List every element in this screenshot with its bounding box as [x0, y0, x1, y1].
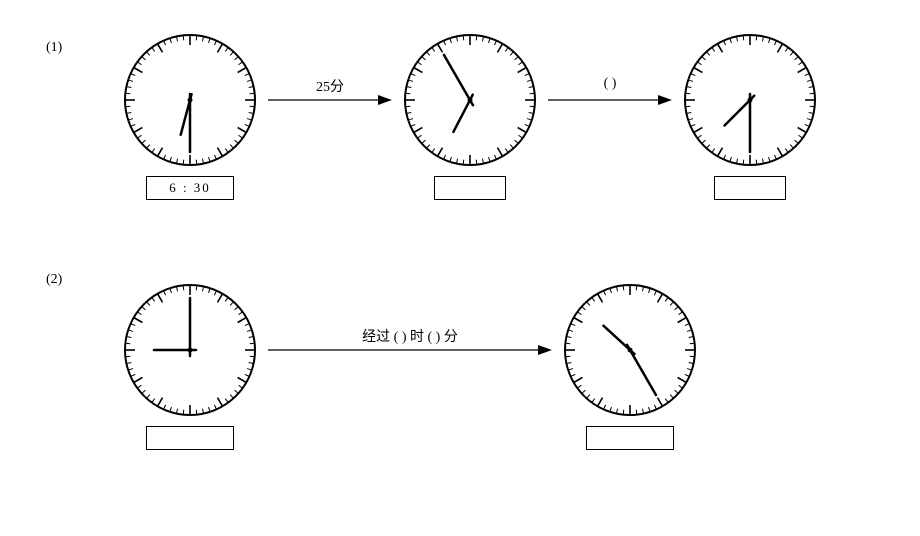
clock-1c-svg [680, 30, 820, 170]
clock-1a-box[interactable]: 6 : 30 [146, 176, 234, 200]
row-1-label: (1) [46, 40, 62, 56]
clock-2a-box[interactable] [146, 426, 234, 450]
row-2-label: (2) [46, 272, 62, 288]
clock-1b [400, 30, 540, 205]
clock-1a-svg [120, 30, 260, 170]
arrow-2a: 经过 ( ) 时 ( ) 分 [268, 330, 552, 370]
arrow-1a-label: 25分 [268, 76, 392, 96]
arrow-1b-label[interactable]: ( ) [548, 76, 672, 92]
clock-1c [680, 30, 820, 205]
arrow-2a-label[interactable]: 经过 ( ) 时 ( ) 分 [268, 326, 552, 346]
clock-1b-svg [400, 30, 540, 170]
clock-1c-box[interactable] [714, 176, 786, 200]
clock-2a-svg [120, 280, 260, 420]
page: (1) 6 : 30 25分 ( ) [0, 0, 920, 536]
clock-2b [560, 280, 700, 455]
clock-2b-svg [560, 280, 700, 420]
arrow-1a: 25分 [268, 80, 392, 120]
clock-2a [120, 280, 260, 455]
arrow-1b: ( ) [548, 80, 672, 120]
clock-1a: 6 : 30 [120, 30, 260, 200]
clock-1b-box[interactable] [434, 176, 506, 200]
clock-2b-box[interactable] [586, 426, 674, 450]
